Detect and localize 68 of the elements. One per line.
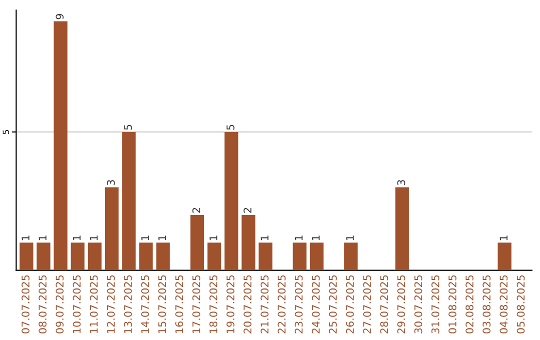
x-tick-label: 22.07.2025 [278, 275, 286, 334]
x-tick-label: 05.08.2025 [516, 275, 525, 334]
data-label: 1 [158, 236, 166, 240]
x-tick-label: 14.07.2025 [141, 275, 149, 333]
bar [54, 21, 68, 270]
data-label: 1 [38, 236, 46, 240]
bar [70, 242, 85, 270]
bar [139, 242, 153, 270]
data-label: 2 [192, 208, 200, 213]
x-tick-label: 12.07.2025 [106, 275, 115, 333]
data-label: 3 [106, 180, 115, 186]
bar [36, 242, 50, 270]
data-label: 1 [294, 236, 303, 240]
x-tick-label: 08.07.2025 [38, 275, 47, 334]
x-tick-label: 04.08.2025 [500, 275, 508, 334]
x-tick-label: 03.08.2025 [482, 275, 491, 334]
x-tick-label: 23.07.2025 [294, 275, 303, 334]
x-tick-label: 18.07.2025 [209, 275, 218, 333]
bar [207, 242, 222, 270]
x-tick-label: 09.07.2025 [56, 275, 64, 334]
x-tick-label: 27.07.2025 [363, 275, 371, 334]
x-tick-label: 24.07.2025 [312, 275, 320, 334]
bar [190, 214, 204, 270]
x-tick-label: 17.07.2025 [192, 275, 200, 333]
x-tick-label: 16.07.2025 [175, 275, 184, 333]
bar [122, 132, 136, 270]
bar [344, 242, 358, 270]
x-tick-label: 01.08.2025 [448, 275, 456, 334]
bar [104, 187, 119, 270]
x-tick-label: 15.07.2025 [158, 275, 166, 333]
data-label: 1 [72, 236, 81, 240]
x-tick-label: 10.07.2025 [72, 275, 81, 333]
data-label: 1 [141, 236, 149, 240]
x-tick-label: 19.07.2025 [226, 275, 234, 333]
data-label: 2 [244, 208, 252, 213]
x-tick-label: 11.07.2025 [90, 275, 98, 333]
x-tick-label: 20.07.2025 [244, 275, 252, 334]
data-label: 5 [226, 124, 234, 130]
x-tick-label: 21.07.2025 [260, 275, 269, 334]
data-label: 1 [210, 236, 218, 240]
data-label: 9 [56, 14, 64, 20]
x-tick-label: 31.07.2025 [431, 275, 440, 334]
bar [395, 187, 409, 270]
bar [224, 132, 238, 270]
data-label: 1 [312, 236, 320, 240]
x-tick-label: 28.07.2025 [380, 275, 388, 334]
x-tick-label: 26.07.2025 [346, 275, 354, 334]
bar [258, 242, 272, 270]
data-label: 5 [124, 124, 132, 130]
x-tick-label: 29.07.2025 [397, 275, 406, 334]
bar [242, 214, 256, 270]
data-label: 1 [260, 236, 268, 240]
bar [88, 242, 102, 270]
data-label: 1 [90, 236, 98, 240]
bar [498, 242, 512, 270]
x-tick-label: 25.07.2025 [328, 275, 337, 334]
bar [156, 242, 170, 270]
bar [310, 242, 324, 270]
data-label: 3 [397, 180, 406, 186]
bar [292, 242, 306, 270]
x-tick-label: 13.07.2025 [124, 275, 132, 333]
x-tick-label: 02.08.2025 [466, 275, 474, 334]
data-label: 1 [346, 236, 354, 240]
bar [20, 242, 34, 270]
x-tick-label: 30.07.2025 [414, 275, 422, 334]
data-label: 1 [500, 236, 508, 240]
data-label: 1 [22, 236, 30, 240]
x-tick-label: 07.07.2025 [22, 275, 30, 334]
